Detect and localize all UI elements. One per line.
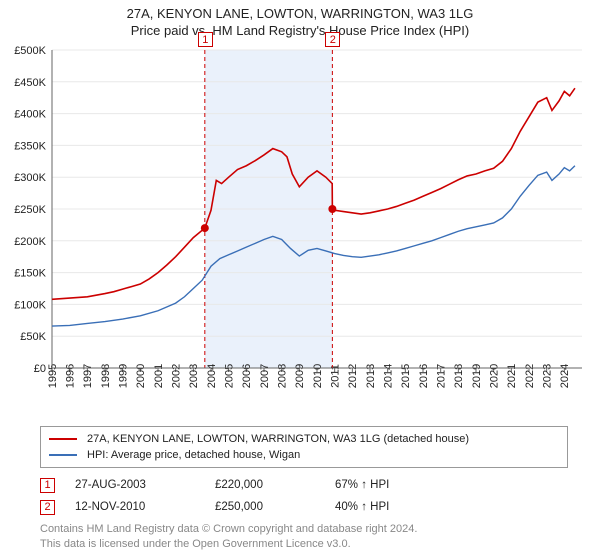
svg-text:2008: 2008 <box>277 364 289 388</box>
transaction-pct: 40% ↑ HPI <box>335 501 455 513</box>
svg-text:1998: 1998 <box>100 364 112 388</box>
svg-text:2003: 2003 <box>188 364 200 388</box>
svg-text:2021: 2021 <box>506 364 518 388</box>
svg-text:1995: 1995 <box>47 364 59 388</box>
svg-text:2012: 2012 <box>347 364 359 388</box>
svg-text:2004: 2004 <box>206 364 218 388</box>
svg-text:£300K: £300K <box>14 172 46 184</box>
svg-text:2017: 2017 <box>436 364 448 388</box>
footer: Contains HM Land Registry data © Crown c… <box>40 522 568 552</box>
svg-text:2016: 2016 <box>418 364 430 388</box>
legend: 27A, KENYON LANE, LOWTON, WARRINGTON, WA… <box>40 426 568 468</box>
svg-text:2023: 2023 <box>542 364 554 388</box>
transaction-pct: 67% ↑ HPI <box>335 479 455 491</box>
legend-swatch <box>49 438 77 440</box>
svg-text:£450K: £450K <box>14 77 46 89</box>
title-main: 27A, KENYON LANE, LOWTON, WARRINGTON, WA… <box>0 6 600 21</box>
transaction-badge: 2 <box>40 500 55 515</box>
transaction-price: £220,000 <box>215 479 335 491</box>
transaction-row: 1 27-AUG-2003£220,00067% ↑ HPI <box>40 474 568 496</box>
transaction-date: 27-AUG-2003 <box>75 479 215 491</box>
svg-text:2020: 2020 <box>489 364 501 388</box>
transaction-date: 12-NOV-2010 <box>75 501 215 513</box>
chart-container: 27A, KENYON LANE, LOWTON, WARRINGTON, WA… <box>0 0 600 552</box>
svg-text:2002: 2002 <box>171 364 183 388</box>
titles: 27A, KENYON LANE, LOWTON, WARRINGTON, WA… <box>0 0 600 38</box>
svg-text:2007: 2007 <box>259 364 271 388</box>
price-marker <box>201 224 209 232</box>
svg-text:2022: 2022 <box>524 364 536 388</box>
svg-text:2005: 2005 <box>224 364 236 388</box>
chart-svg: £0 £50K £100K £150K £200K £250K £300K £350K £400… <box>0 38 600 418</box>
svg-text:2013: 2013 <box>365 364 377 388</box>
transaction-price: £250,000 <box>215 501 335 513</box>
svg-text:2000: 2000 <box>135 364 147 388</box>
legend-item: HPI: Average price, detached house, Wiga… <box>49 447 559 463</box>
svg-text:2009: 2009 <box>294 364 306 388</box>
legend-label: 27A, KENYON LANE, LOWTON, WARRINGTON, WA… <box>87 433 469 445</box>
svg-text:£150K: £150K <box>14 268 46 280</box>
legend-item: 27A, KENYON LANE, LOWTON, WARRINGTON, WA… <box>49 431 559 447</box>
transaction-badge: 1 <box>40 478 55 493</box>
marker-label-2: 2 <box>325 32 340 47</box>
svg-text:£400K: £400K <box>14 109 46 121</box>
svg-text:£250K: £250K <box>14 204 46 216</box>
legend-swatch <box>49 454 77 456</box>
price-marker <box>328 205 336 213</box>
footer-line: This data is licensed under the Open Gov… <box>40 537 568 552</box>
transaction-row: 2 12-NOV-2010£250,00040% ↑ HPI <box>40 496 568 518</box>
chart-area: £0 £50K £100K £150K £200K £250K £300K £350K £400… <box>0 38 600 418</box>
svg-text:2019: 2019 <box>471 364 483 388</box>
title-sub: Price paid vs. HM Land Registry's House … <box>0 23 600 38</box>
svg-text:£50K: £50K <box>20 331 46 343</box>
svg-text:1999: 1999 <box>118 364 130 388</box>
svg-text:2018: 2018 <box>453 364 465 388</box>
footer-line: Contains HM Land Registry data © Crown c… <box>40 522 568 537</box>
svg-text:2015: 2015 <box>400 364 412 388</box>
transactions-table: 1 27-AUG-2003£220,00067% ↑ HPI 2 12-NOV-201… <box>40 474 568 518</box>
svg-text:2014: 2014 <box>383 364 395 388</box>
svg-text:£0: £0 <box>34 363 46 375</box>
svg-text:1997: 1997 <box>82 364 94 388</box>
svg-text:2024: 2024 <box>559 364 571 388</box>
svg-text:2006: 2006 <box>241 364 253 388</box>
svg-text:£500K: £500K <box>14 45 46 57</box>
svg-text:£100K: £100K <box>14 299 46 311</box>
svg-text:1996: 1996 <box>65 364 77 388</box>
svg-text:£350K: £350K <box>14 140 46 152</box>
svg-text:2001: 2001 <box>153 364 165 388</box>
svg-text:2010: 2010 <box>312 364 324 388</box>
legend-label: HPI: Average price, detached house, Wiga… <box>87 449 300 461</box>
marker-label-1: 1 <box>198 32 213 47</box>
svg-text:£200K: £200K <box>14 236 46 248</box>
